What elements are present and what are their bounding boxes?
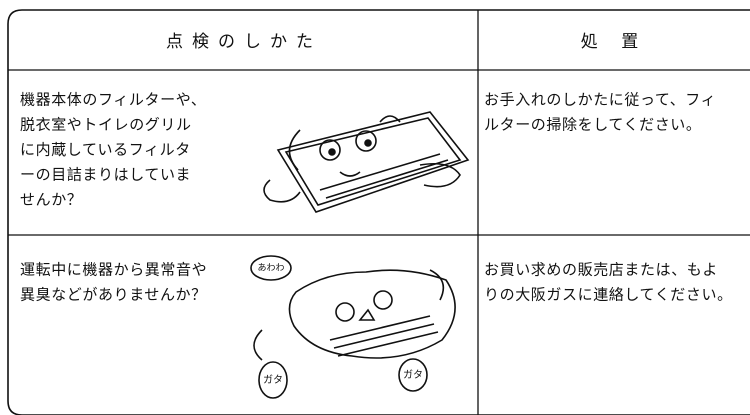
check-text: せんか？ (20, 191, 82, 209)
action-text: お手入れのしかたに従って、フィ (484, 91, 716, 109)
table-border (7, 9, 750, 415)
header-action: 処 置 (581, 32, 647, 52)
bubble-text: あわわ (257, 263, 284, 274)
check-text: 運転中に機器から異常音や (20, 261, 207, 279)
filter-illustration (263, 111, 470, 213)
action-text: ルターの掃除をしてください。 (484, 116, 702, 134)
noise-illustration (250, 255, 456, 399)
header-check: 点検のしかた (166, 32, 322, 52)
check-text: ーの目詰まりはしていま (20, 166, 191, 184)
check-text: 異臭などがありませんか？ (20, 286, 207, 304)
check-text: 機器本体のフィルターや、 (20, 91, 206, 109)
bubble-text: ガタ (403, 369, 423, 381)
check-text: 脱衣室やトイレのグリル (20, 116, 192, 134)
bubble-text: ガタ (263, 374, 283, 386)
action-text: りの大阪ガスに連絡してください。 (484, 286, 733, 304)
check-text: に内蔵しているフィルタ (20, 141, 191, 159)
action-text: お買い求めの販売店または、もよ (484, 261, 718, 279)
